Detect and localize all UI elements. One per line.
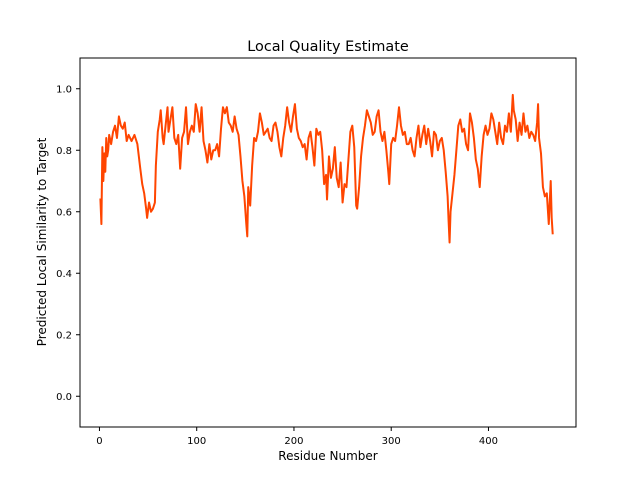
- x-tick-label: 400: [479, 436, 498, 447]
- axes-frame: [79, 57, 577, 428]
- x-tick-label: 0: [96, 436, 102, 447]
- x-tick-label: 300: [382, 436, 401, 447]
- y-tick-label: 0.6: [56, 207, 72, 218]
- plot-area: [99, 93, 554, 244]
- axes: 0 100 200 300 400 0.0 0.2 0.4 0.6 0.8 1.0: [56, 57, 577, 447]
- x-tick-label: 100: [187, 436, 206, 447]
- chart-title: Local Quality Estimate: [247, 39, 409, 55]
- y-tick-label: 0.8: [56, 146, 72, 157]
- y-tick-label: 1.0: [56, 84, 72, 95]
- y-tick-label: 0.2: [56, 330, 72, 341]
- x-axis-label: Residue Number: [278, 449, 377, 463]
- y-tick-label: 0.0: [56, 392, 72, 403]
- x-tick-label: 200: [284, 436, 303, 447]
- y-tick-label: 0.4: [56, 269, 72, 280]
- series-line-0: [99, 93, 554, 244]
- y-axis-label: Predicted Local Similarity to Target: [35, 137, 49, 346]
